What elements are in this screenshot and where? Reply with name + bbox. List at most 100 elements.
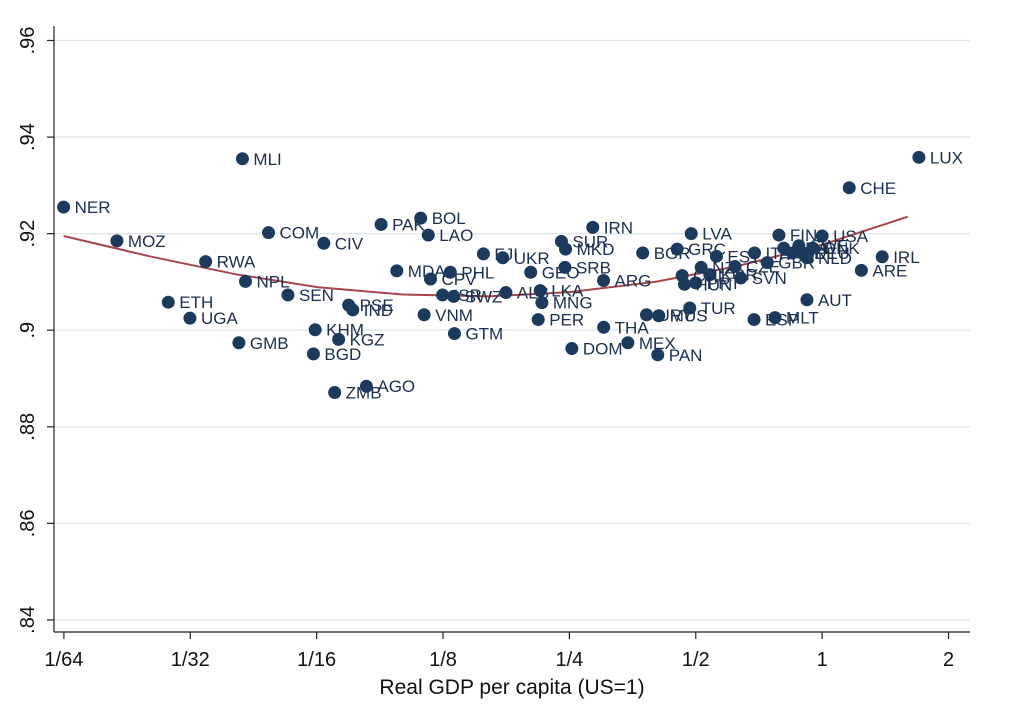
- data-point-label: DNK: [824, 239, 861, 258]
- data-point-label: MLT: [786, 309, 819, 328]
- x-tick-label: 1/32: [171, 649, 210, 671]
- data-point-label: LUX: [930, 148, 963, 167]
- data-point: [524, 265, 538, 279]
- y-tick-label: .94: [17, 123, 39, 151]
- data-point: [436, 288, 450, 302]
- x-tick-label: 1/64: [44, 649, 83, 671]
- grid-lines: [54, 39, 970, 621]
- data-point: [559, 242, 573, 256]
- data-points: NERMOZETHUGARWAGMBMLINPLCOMSENKHMBGDCIVZ…: [57, 148, 963, 402]
- data-point: [768, 311, 782, 325]
- data-point: [586, 220, 600, 234]
- data-point-label: MNG: [553, 294, 593, 313]
- data-point: [421, 228, 435, 242]
- y-tick-label: .88: [17, 413, 39, 441]
- data-point: [734, 271, 748, 285]
- x-tick-label: 1/16: [297, 649, 336, 671]
- data-point-label: NER: [75, 198, 111, 217]
- data-point: [747, 246, 761, 260]
- data-point: [854, 263, 868, 277]
- data-point-label: THA: [615, 318, 650, 337]
- data-point-label: TUR: [701, 299, 736, 318]
- data-point-label: LKA: [551, 282, 584, 301]
- data-point: [423, 272, 437, 286]
- data-point: [447, 289, 461, 303]
- data-point: [747, 313, 761, 327]
- data-point: [447, 327, 461, 341]
- data-point-label: COM: [280, 224, 320, 243]
- data-point: [183, 311, 197, 325]
- data-point: [677, 277, 691, 291]
- data-point-label: PHL: [461, 263, 494, 282]
- x-tick-label: 2: [943, 649, 954, 671]
- data-point: [703, 268, 717, 282]
- data-point-label: GMB: [250, 334, 289, 353]
- data-point: [694, 260, 708, 274]
- data-point: [796, 246, 810, 260]
- x-tick-label: 1/4: [555, 649, 583, 671]
- data-point-label: MEX: [639, 334, 676, 353]
- y-tick-label: .9: [17, 322, 39, 339]
- data-point: [565, 342, 579, 356]
- x-tick-label: 1/8: [429, 649, 457, 671]
- data-point: [317, 236, 331, 250]
- data-point: [308, 323, 322, 337]
- data-point: [328, 385, 342, 399]
- data-point-label: KGZ: [350, 330, 385, 349]
- data-point: [800, 293, 814, 307]
- data-point-label: CIV: [335, 234, 364, 253]
- data-point-label: AGO: [377, 377, 415, 396]
- data-point-label: SUR: [572, 232, 608, 251]
- data-point-label: ZMB: [346, 383, 382, 402]
- data-point-label: BGD: [324, 345, 361, 364]
- data-point-label: MUS: [670, 307, 708, 326]
- data-point-label: IRN: [604, 218, 633, 237]
- data-point-label: NLD: [818, 249, 852, 268]
- data-point-label: USA: [833, 227, 869, 246]
- data-point: [683, 301, 697, 315]
- data-point: [496, 251, 510, 265]
- data-point-label: IRL: [893, 248, 919, 267]
- data-point: [806, 241, 820, 255]
- data-point-label: SRB: [576, 258, 611, 277]
- data-point: [57, 200, 71, 214]
- data-point-label: SWZ: [465, 287, 503, 306]
- y-axis-ticks: .84 .86 .88 .9 .92 .94 .96: [17, 27, 54, 634]
- x-axis-title: Real GDP per capita (US=1): [379, 676, 644, 699]
- data-point: [640, 308, 654, 322]
- y-tick-label: .84: [17, 606, 39, 634]
- data-point: [533, 284, 547, 298]
- data-point: [414, 211, 428, 225]
- data-point-label: UGA: [201, 309, 239, 328]
- data-point: [238, 274, 252, 288]
- data-point-label: BOL: [432, 209, 466, 228]
- data-point-label: LVA: [702, 225, 732, 244]
- data-point: [621, 336, 635, 350]
- data-point: [670, 242, 684, 256]
- y-tick-label: .86: [17, 509, 39, 537]
- data-point: [651, 348, 665, 362]
- data-point: [728, 259, 742, 273]
- y-tick-label: .92: [17, 220, 39, 248]
- data-point: [262, 226, 276, 240]
- data-point: [772, 228, 786, 242]
- data-point-label: VNM: [435, 306, 473, 325]
- data-point-label: CHE: [860, 179, 896, 198]
- data-point: [199, 255, 213, 269]
- data-point: [161, 295, 175, 309]
- data-point-label: MOZ: [128, 232, 166, 251]
- data-point: [359, 379, 373, 393]
- data-point: [689, 276, 703, 290]
- data-point: [110, 234, 124, 248]
- data-point: [760, 256, 774, 270]
- data-point-label: MKD: [577, 240, 615, 259]
- data-point-label: PER: [549, 311, 584, 330]
- data-point: [346, 303, 360, 317]
- data-point: [332, 332, 346, 346]
- data-point-label: IND: [364, 301, 393, 320]
- data-point: [709, 249, 723, 263]
- data-point: [842, 181, 856, 195]
- data-point-label: MLI: [253, 150, 281, 169]
- data-point: [499, 286, 513, 300]
